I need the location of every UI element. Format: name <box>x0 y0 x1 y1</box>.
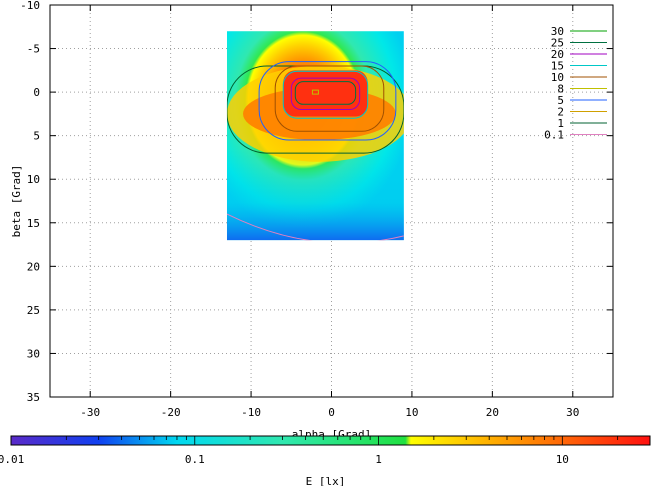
heatmap-low-region <box>226 146 404 241</box>
x-tick-label: 30 <box>566 406 579 419</box>
y-tick-label: 35 <box>27 391 40 404</box>
x-tick-label: -10 <box>241 406 261 419</box>
contour-line <box>290 77 361 111</box>
heatmap <box>226 31 404 241</box>
x-tick-label: 0 <box>328 406 335 419</box>
contour-line <box>258 61 397 141</box>
y-tick-label: -10 <box>20 0 40 12</box>
y-tick-label: 30 <box>27 347 40 360</box>
legend-label: 15 <box>551 60 564 73</box>
x-tick-label: -30 <box>80 406 100 419</box>
contour-line <box>226 213 404 241</box>
y-tick-label: 15 <box>27 217 40 230</box>
x-tick-label: -20 <box>161 406 181 419</box>
legend-label: 2 <box>557 106 564 119</box>
legend-label: 8 <box>557 83 564 96</box>
legend-label: 1 <box>557 117 564 130</box>
contour-lines <box>226 61 404 241</box>
legend-label: 30 <box>551 25 564 38</box>
colorbar-ticks: 0.01 0.1 1 10 <box>0 436 651 466</box>
y-axis-label: beta [Grad] <box>10 165 23 238</box>
y-tick-label: 20 <box>27 260 40 273</box>
y-tick-label: 0 <box>33 86 40 99</box>
x-tick-label: 20 <box>486 406 499 419</box>
colorbar-tick-label: 0.1 <box>185 453 205 466</box>
legend-label: 0.1 <box>544 129 564 142</box>
colorbar-tick-label: 10 <box>556 453 569 466</box>
y-tick-label: -5 <box>27 43 40 56</box>
colorbar-tick-label: 0.01 <box>0 453 24 466</box>
legend-label: 20 <box>551 48 564 61</box>
contour-line <box>282 70 369 119</box>
contour-line <box>274 65 385 132</box>
legend-label: 25 <box>551 37 564 50</box>
y-tick-label: 10 <box>27 173 40 186</box>
colorbar-label: E [lx] <box>306 475 346 486</box>
legend-label: 5 <box>557 94 564 107</box>
x-tick-label: 10 <box>405 406 418 419</box>
contour-line <box>294 81 357 105</box>
x-axis-ticks: -30 -20 -10 0 10 20 30 <box>80 5 579 419</box>
colorbar-tick-label: 1 <box>375 453 382 466</box>
peak-marker <box>311 89 319 95</box>
y-tick-label: 5 <box>33 130 40 143</box>
y-tick-label: 25 <box>27 304 40 317</box>
legend-label: 10 <box>551 71 564 84</box>
